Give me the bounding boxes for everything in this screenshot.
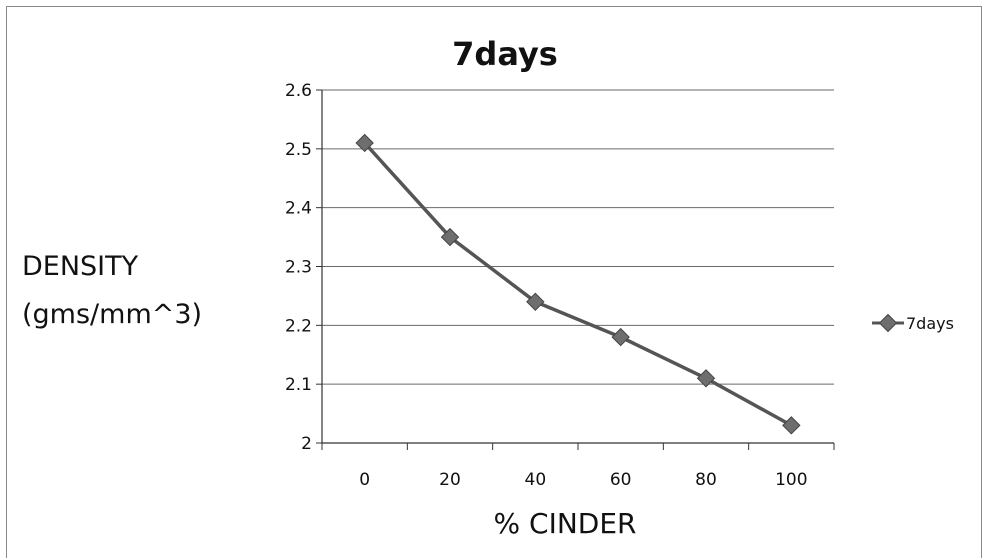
x-tick-label-0: 0	[359, 470, 370, 490]
x-tick-label-2: 40	[525, 470, 547, 490]
y-tick-label-3: 2.3	[285, 258, 312, 278]
data-point-0-4	[696, 369, 716, 388]
y-tick-label-4: 2.2	[285, 316, 312, 336]
x-tick-label-1: 20	[439, 470, 461, 490]
y-tick-label-2: 2.4	[285, 199, 312, 219]
y-tick-labels: 2.6 2.5 2.4 2.3 2.2 2.1 2	[285, 81, 312, 454]
data-point-0-3	[611, 327, 630, 347]
gridlines	[322, 89, 834, 385]
y-tick-label-6: 2	[301, 434, 312, 454]
x-tick-label-4: 80	[695, 470, 717, 490]
data-point-0-2	[526, 292, 545, 311]
data-point-0-1	[440, 227, 460, 247]
axes	[316, 89, 835, 450]
legend: 7days	[872, 313, 954, 333]
data-point-0-5	[782, 416, 801, 435]
chart-title: 7days	[452, 35, 558, 73]
x-tick-label-3: 60	[610, 470, 632, 490]
y-axis-label-line-2: (gms/mm^3)	[22, 299, 202, 330]
y-tick-label-1: 2.5	[285, 140, 312, 160]
data-point-0-0	[355, 133, 374, 153]
series-line-0	[363, 141, 793, 427]
y-tick-label-0: 2.6	[285, 81, 312, 101]
x-tick-labels: 0 20 40 60 80 100	[359, 470, 807, 490]
series-layer	[355, 133, 801, 435]
x-tick-label-5: 100	[775, 470, 807, 490]
legend-label: 7days	[906, 314, 954, 333]
y-axis-label-line-1: DENSITY	[22, 251, 139, 282]
x-axis-label: % CINDER	[494, 507, 637, 540]
y-tick-label-5: 2.1	[285, 375, 312, 395]
legend-marker	[878, 313, 898, 333]
chart-frame	[6, 6, 982, 558]
